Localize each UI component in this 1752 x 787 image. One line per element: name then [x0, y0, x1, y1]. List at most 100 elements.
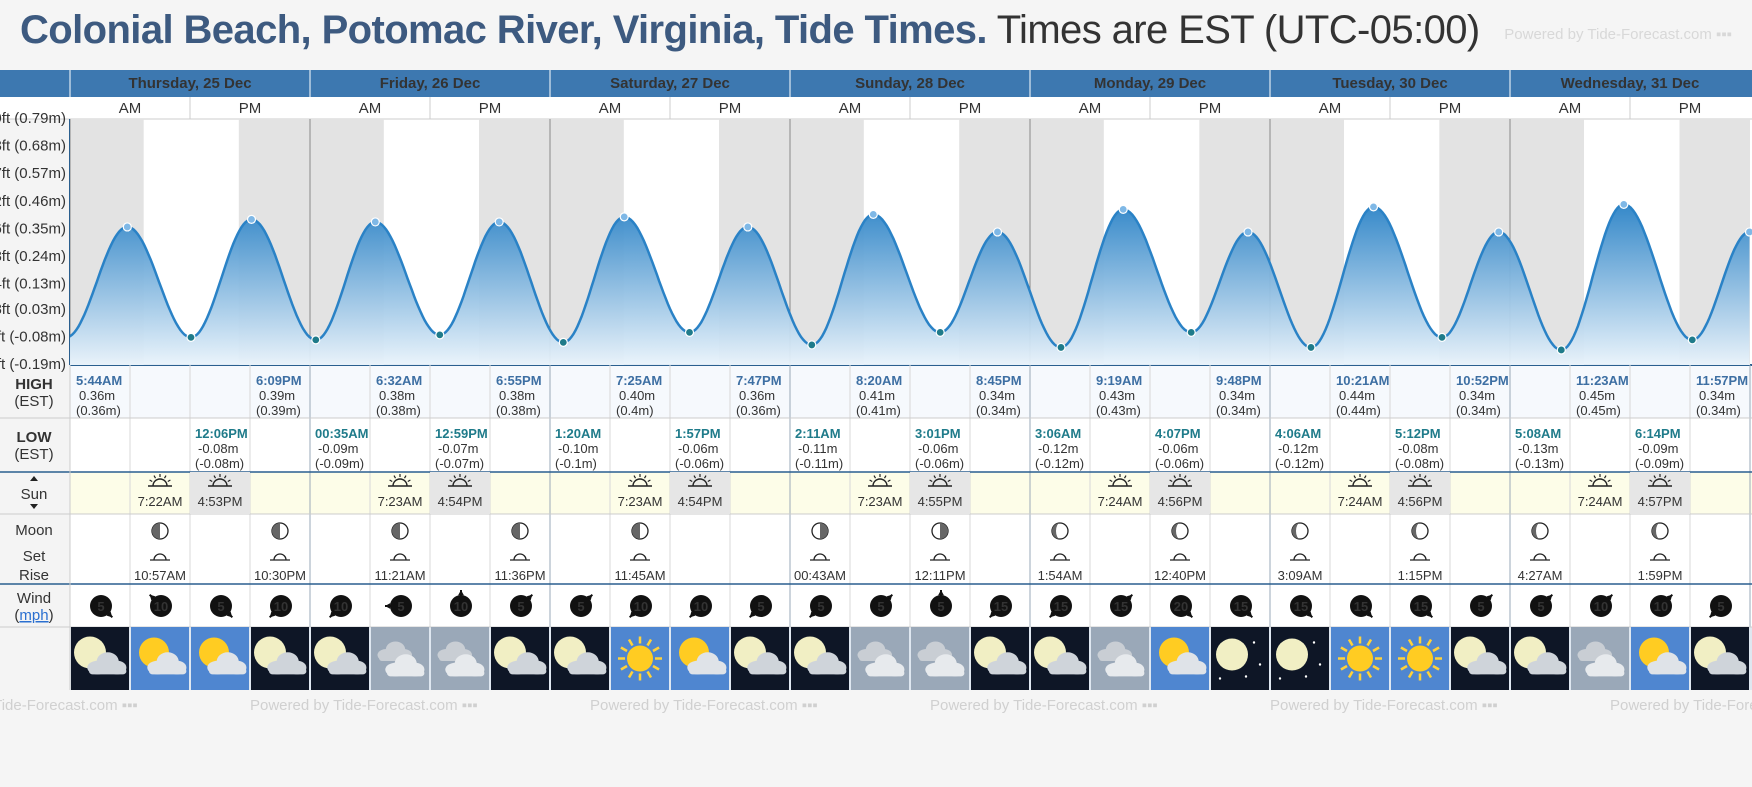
moon-shade [1292, 523, 1300, 539]
moon-cloud-icon [1031, 627, 1089, 690]
wind-badge [1590, 595, 1612, 617]
high-tide-height-alt: (0.4m) [616, 403, 654, 418]
high-tide-height-m: 0.34m [979, 388, 1015, 403]
wind-speed: 10 [274, 599, 288, 614]
high-tide-time: 8:20AM [856, 373, 902, 388]
tide-chart: Thursday, 25 Dec AM PM Friday, 26 Dec AM PM Sa… [0, 70, 1752, 787]
high-tide-height-alt: (0.39m) [256, 403, 301, 418]
wind-arrow-icon [628, 595, 652, 619]
moon-shade [820, 523, 828, 539]
high-tide-height-alt: (0.34m) [976, 403, 1021, 418]
low-tide-time: 00:35AM [315, 426, 368, 441]
low-tide-point [435, 330, 445, 340]
sunrise-icon [1588, 474, 1612, 487]
y-tick-label: 1.52ft (0.46m) [0, 193, 66, 210]
wind-badge [690, 595, 712, 617]
low-tide-time: 1:20AM [555, 426, 601, 441]
page-header: Colonial Beach, Potomac River, Virginia,… [0, 0, 1752, 70]
sun-arc [932, 478, 948, 487]
sun-ray [1183, 475, 1187, 479]
sun-arc [1352, 478, 1368, 487]
wind-arrow-icon [1170, 595, 1194, 619]
sun-ray [1426, 638, 1433, 647]
high-tide-time: 8:45PM [976, 373, 1022, 388]
sun-ray [1589, 479, 1593, 483]
high-tide-height-alt: (0.36m) [76, 403, 121, 418]
sun-ray [1407, 638, 1414, 647]
sun-ray [149, 479, 153, 483]
high-tide-point [1118, 204, 1128, 214]
low-tide-height-m: -0.08m [1398, 441, 1438, 456]
cloud-base [1529, 667, 1567, 675]
star [1244, 675, 1248, 678]
powered-by-bottom: Powered by Tide-Forecast.com ▪▪▪ [1270, 697, 1498, 714]
sun-ray [887, 479, 891, 483]
am-label: AM [599, 100, 622, 117]
sunrise-icon [1108, 474, 1132, 487]
moonrise-arc [1293, 553, 1307, 561]
wind-speed: 15 [1234, 599, 1248, 614]
day-header-label: Wednesday, 31 Dec [1561, 75, 1700, 92]
star [1304, 675, 1308, 678]
sun-ray [407, 479, 411, 483]
wind-arrow-icon [1290, 595, 1314, 619]
moonrise-arc [1653, 553, 1667, 561]
wind-speed: 10 [1654, 599, 1668, 614]
sun-ray [1340, 646, 1348, 653]
low-tide-time: 4:07PM [1155, 426, 1201, 441]
pm-label: PM [959, 100, 982, 117]
sun-ray [403, 475, 407, 479]
am-label: AM [1079, 100, 1102, 117]
wind-arrow-head [329, 611, 336, 618]
high-tide-height-alt: (0.44m) [1336, 403, 1381, 418]
sun-ray [1363, 475, 1367, 479]
wind-arrow-head [1049, 611, 1056, 618]
high-tide-height-alt: (0.34m) [1456, 403, 1501, 418]
wind-arrow-icon [510, 593, 534, 617]
moonrise-time: 1:15PM [1398, 568, 1443, 583]
moonrise-icon [1530, 553, 1550, 561]
sun-ray [947, 479, 951, 483]
high-tide-time: 9:48PM [1216, 373, 1262, 388]
sunset-icon [208, 474, 232, 487]
day-header-bar [0, 70, 1752, 97]
wind-unit-link[interactable]: mph [19, 607, 48, 624]
sun-icon [611, 627, 669, 690]
sun-ray [646, 638, 653, 647]
cloud-base [1649, 667, 1687, 675]
wind-arrow-head [1709, 611, 1716, 618]
sun-ray [227, 479, 231, 483]
sun-arc [452, 478, 468, 487]
sun-ray [693, 475, 697, 479]
low-tide-point [1186, 327, 1196, 337]
wind-arrow-head [1126, 594, 1133, 601]
wind-speed: 15 [1414, 599, 1428, 614]
wind-arrow-icon [1470, 593, 1494, 617]
sun-arc [1172, 478, 1188, 487]
moonrise-time: 10:57AM [134, 568, 186, 583]
high-tide-time: 5:44AM [76, 373, 122, 388]
am-label: AM [119, 100, 142, 117]
low-tide-time: 5:08AM [1515, 426, 1561, 441]
low-tide-height-m: -0.06m [1158, 441, 1198, 456]
moon-cloud-icon [791, 627, 849, 690]
moon-shade [1532, 523, 1540, 539]
y-tick-label: 0.44ft (0.13m) [0, 276, 66, 293]
wind-row-label: Wind [17, 590, 51, 607]
wind-arrow-icon [1110, 593, 1134, 617]
am-label: AM [1319, 100, 1342, 117]
moonrise-arc [1053, 553, 1067, 561]
star [1252, 641, 1256, 644]
cloud-base [689, 667, 727, 675]
wind-badge [990, 595, 1012, 617]
high-tide-height-alt: (0.45m) [1576, 403, 1621, 418]
wind-arrow-icon [1350, 595, 1374, 619]
sun-ray [223, 475, 227, 479]
low-tide-point [935, 327, 945, 337]
sun-ray [163, 475, 167, 479]
wind-arrow-head [269, 611, 276, 618]
moon-shade [1052, 523, 1060, 539]
wind-speed: 5 [1717, 599, 1724, 614]
sun-ray [1432, 664, 1440, 671]
sun-arc [392, 478, 408, 487]
